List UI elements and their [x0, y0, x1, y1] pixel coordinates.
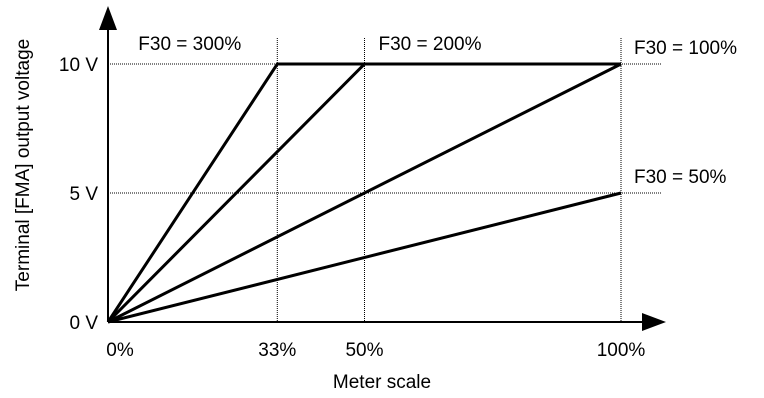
- y-tick-label: 10 V: [59, 55, 98, 76]
- y-axis-title: Terminal [FMA] output voltage: [13, 39, 34, 291]
- series-lines: [106, 62, 622, 324]
- axes: [99, 6, 666, 331]
- x-axis-title: Meter scale: [333, 372, 431, 393]
- series-label: F30 = 300%: [138, 34, 241, 55]
- y-tick-label: 5 V: [69, 184, 98, 205]
- x-tick-label: 0%: [106, 340, 134, 361]
- series-label: F30 = 100%: [634, 38, 737, 59]
- series-label: F30 = 50%: [634, 167, 727, 188]
- y-axis-arrow: [99, 6, 117, 30]
- series-line: [107, 191, 622, 324]
- series-line: [106, 62, 621, 324]
- labels: 0% 33% 50% 100% 0 V 5 V 10 V F30 = 300% F30 = 20…: [59, 34, 737, 361]
- x-axis-arrow: [642, 313, 666, 331]
- series-line: [107, 62, 622, 324]
- series-label: F30 = 200%: [379, 34, 482, 55]
- x-tick-label: 100%: [597, 340, 646, 361]
- x-tick-label: 33%: [258, 340, 296, 361]
- x-tick-label: 50%: [345, 340, 383, 361]
- y-tick-label: 0 V: [69, 313, 98, 334]
